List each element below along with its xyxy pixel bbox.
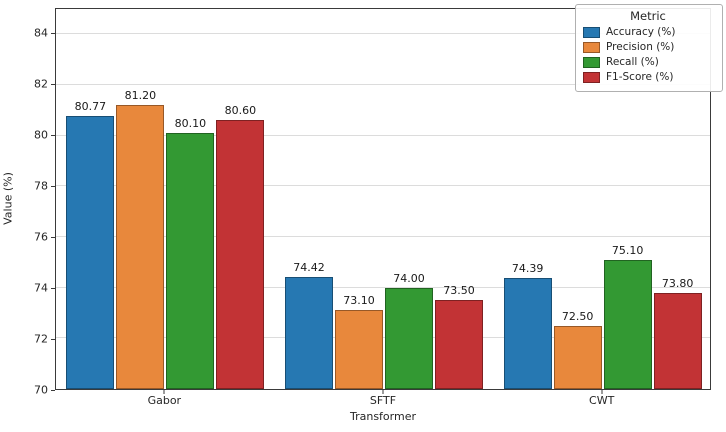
y-tick-mark xyxy=(51,287,55,289)
bar-wrap: 74.00 xyxy=(384,272,433,389)
bar-wrap: 74.39 xyxy=(503,262,552,389)
legend-entry: F1-Score (%) xyxy=(583,71,713,83)
bar-sftf-precision xyxy=(334,310,383,389)
bar-wrap: 80.10 xyxy=(166,117,215,389)
bar-gabor-accuracy xyxy=(66,116,115,389)
bar-value-label: 80.77 xyxy=(74,100,107,114)
legend-entry: Precision (%) xyxy=(583,41,713,53)
bar-wrap: 75.10 xyxy=(603,244,652,389)
bar-value-label: 74.39 xyxy=(511,261,544,275)
y-tick-label: 74 xyxy=(34,281,48,295)
y-tick-label: 84 xyxy=(34,26,48,40)
y-tick-mark xyxy=(51,83,55,85)
bar-wrap: 73.50 xyxy=(434,284,483,389)
x-tick-label-cwt: CWT xyxy=(589,394,615,407)
y-tick-label: 70 xyxy=(34,383,48,397)
y-tick-label: 76 xyxy=(34,230,48,244)
y-tick-mark xyxy=(51,389,55,391)
legend-swatch xyxy=(583,56,600,68)
bar-value-label: 74.00 xyxy=(393,271,425,285)
bar-value-label: 80.60 xyxy=(224,104,257,118)
gridline xyxy=(56,33,710,35)
bar-group-sftf: 74.42 73.10 74.00 73.50 xyxy=(275,9,494,389)
x-axis-label: Transformer xyxy=(349,410,416,423)
bar-value-label: 73.10 xyxy=(343,294,375,308)
y-tick-mark xyxy=(51,236,55,238)
bar-cwt-f1-score xyxy=(653,292,702,389)
legend-swatch xyxy=(583,71,600,83)
gridline xyxy=(56,134,710,136)
y-tick-mark xyxy=(51,134,55,136)
bar-gabor-precision xyxy=(116,105,165,389)
x-tick-mark xyxy=(163,390,165,394)
bar-sftf-recall xyxy=(384,287,433,389)
bar-value-label: 81.20 xyxy=(124,89,157,103)
legend-label: Accuracy (%) xyxy=(606,26,676,38)
bar-value-label: 72.50 xyxy=(561,309,594,323)
bar-wrap: 73.10 xyxy=(334,294,383,389)
bar-value-label: 73.50 xyxy=(443,284,475,298)
legend-entries: Accuracy (%) Precision (%) Recall (%) F1-Sc… xyxy=(583,26,713,83)
legend-title: Metric xyxy=(630,9,666,23)
legend-swatch xyxy=(583,41,600,53)
bar-sftf-accuracy xyxy=(284,277,333,389)
x-tick-label-sftf: SFTF xyxy=(369,394,397,407)
legend-label: F1-Score (%) xyxy=(606,71,674,83)
y-tick-mark xyxy=(51,338,55,340)
bar-wrap: 80.60 xyxy=(216,104,265,389)
y-tick-mark xyxy=(51,185,55,187)
y-tick-label: 72 xyxy=(34,332,48,346)
legend-swatch xyxy=(583,26,600,38)
x-tick-mark xyxy=(382,390,384,394)
y-axis-label: Value (%) xyxy=(1,172,15,225)
legend-label: Recall (%) xyxy=(606,56,659,68)
bar-wrap: 81.20 xyxy=(116,89,165,389)
legend-entry: Accuracy (%) xyxy=(583,26,713,38)
gridline xyxy=(56,337,710,339)
legend-entry: Recall (%) xyxy=(583,56,713,68)
x-tick-label-gabor: Gabor xyxy=(147,394,182,407)
bar-wrap: 74.42 xyxy=(284,261,333,389)
bar-wrap: 73.80 xyxy=(653,277,702,389)
bar-value-label: 74.42 xyxy=(293,261,325,275)
bar-cwt-accuracy xyxy=(503,277,552,389)
legend: Metric Accuracy (%) Precision (%) Recall (… xyxy=(575,4,723,92)
bar-wrap: 80.77 xyxy=(66,100,115,389)
y-tick-label: 80 xyxy=(34,128,48,142)
legend-label: Precision (%) xyxy=(606,41,675,53)
bar-group-cwt: 74.39 72.50 75.10 73.80 xyxy=(493,9,712,389)
y-tick-label: 82 xyxy=(34,77,48,91)
gridline xyxy=(56,286,710,288)
y-tick-label: 78 xyxy=(34,179,48,193)
y-tick-mark xyxy=(51,32,55,34)
bar-value-label: 73.80 xyxy=(661,276,694,290)
bar-value-label: 75.10 xyxy=(611,243,644,257)
bar-cwt-recall xyxy=(603,259,652,389)
bar-sftf-f1-score xyxy=(434,300,483,389)
bar-gabor-f1-score xyxy=(216,120,265,389)
bar-group-gabor: 80.77 81.20 80.10 80.60 xyxy=(56,9,275,389)
x-tick-mark xyxy=(601,390,603,394)
bar-cwt-precision xyxy=(553,325,602,389)
bar-gabor-recall xyxy=(166,133,215,389)
gridline xyxy=(56,185,710,187)
bar-value-label: 80.10 xyxy=(174,117,207,131)
bar-wrap: 72.50 xyxy=(553,310,602,389)
gridline xyxy=(56,84,710,85)
gridline xyxy=(56,236,710,237)
